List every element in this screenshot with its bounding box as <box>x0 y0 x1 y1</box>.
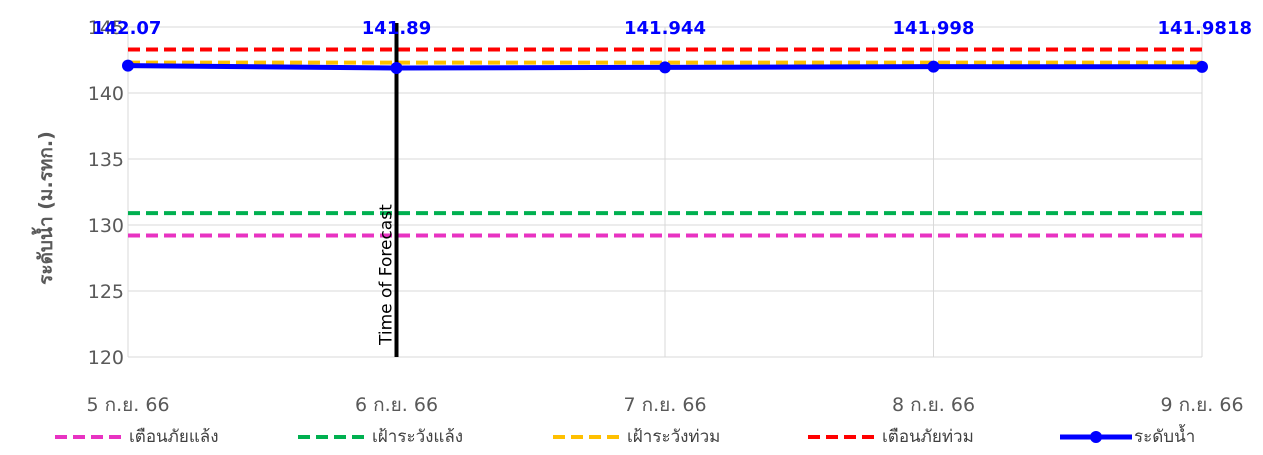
grid <box>127 26 1203 358</box>
legend-item: ระดับน้ำ <box>1060 424 1195 447</box>
x-tick-label: 6 ก.ย. 66 <box>355 394 438 416</box>
x-tick-label: 7 ก.ย. 66 <box>623 394 706 416</box>
data-point <box>122 59 134 72</box>
y-tick-label: 145 <box>88 17 124 39</box>
data-point <box>390 62 403 75</box>
legend-label: เฝ้าระวังแล้ง <box>372 427 463 447</box>
data-label: 142.07 <box>92 18 161 39</box>
data-label: 141.998 <box>893 18 975 39</box>
y-tick-label: 140 <box>88 83 124 105</box>
water-level-series <box>122 59 1208 75</box>
legend-label: ระดับน้ำ <box>1134 424 1195 447</box>
data-point <box>659 61 671 74</box>
y-tick-labels: 120 125 130 135 140 145 <box>88 17 124 369</box>
data-labels: 142.07 141.89 141.944 141.998 141.9818 <box>92 18 1252 39</box>
data-point <box>927 60 940 73</box>
data-label: 141.9818 <box>1157 18 1252 39</box>
x-tick-labels: 5 ก.ย. 66 6 ก.ย. 66 7 ก.ย. 66 8 ก.ย. 66 9 ก.… <box>86 394 1243 416</box>
legend-label: เตือนภัยท่วม <box>882 427 974 447</box>
legend-label: เฝ้าระวังท่วม <box>627 427 720 447</box>
legend-item: เฝ้าระวังแล้ง <box>298 427 463 447</box>
forecast-label: Time of Forecast <box>377 204 397 346</box>
legend-item: เตือนภัยแล้ง <box>55 427 219 447</box>
x-tick-label: 8 ก.ย. 66 <box>892 394 975 416</box>
data-label: 141.944 <box>624 18 706 39</box>
y-tick-label: 125 <box>88 281 124 303</box>
data-label: 141.89 <box>362 18 431 39</box>
legend-label: เตือนภัยแล้ง <box>129 427 219 447</box>
y-tick-label: 130 <box>88 215 124 237</box>
legend-item: เฝ้าระวังท่วม <box>553 427 720 447</box>
y-axis-label: ระดับน้ำ (ม.รทก.) <box>31 131 57 285</box>
data-point <box>1196 60 1208 73</box>
legend: เตือนภัยแล้ง เฝ้าระวังแล้ง เฝ้าระวังท่วม เต… <box>55 424 1195 447</box>
x-tick-label: 9 ก.ย. 66 <box>1160 394 1243 416</box>
legend-marker <box>1090 431 1102 443</box>
forecast-marker: Time of Forecast <box>377 23 399 357</box>
legend-item: เตือนภัยท่วม <box>808 427 974 447</box>
x-tick-label: 5 ก.ย. 66 <box>86 394 169 416</box>
y-tick-label: 120 <box>88 347 124 369</box>
y-tick-label: 135 <box>88 149 124 171</box>
